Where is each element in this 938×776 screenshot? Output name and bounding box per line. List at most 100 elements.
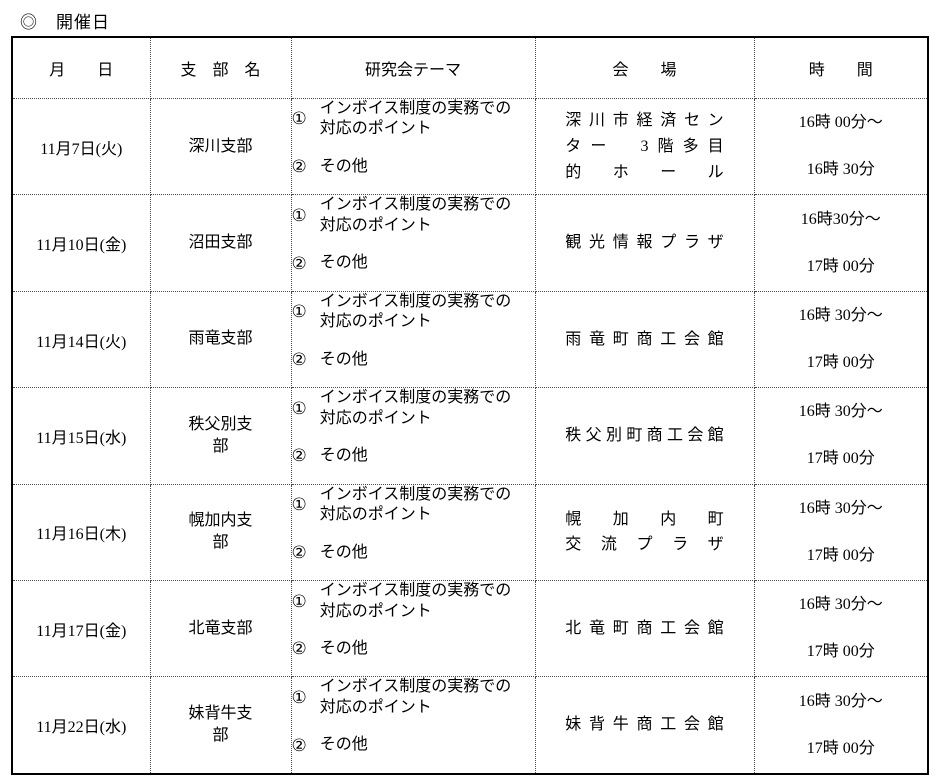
time-cell: 16時30分～ 17時 00分 [753, 194, 929, 292]
venue-name: 幌加内町 交流プラザ [565, 507, 723, 558]
circled-1-marker: ① [291, 591, 307, 611]
venue-line: 的ホール [565, 163, 724, 181]
theme-cell: ① インボイス制度の実務での対応のポイント ② その他 [290, 290, 536, 389]
time-start: 16時 30分～ [798, 403, 883, 421]
circled-1-marker: ① [291, 109, 307, 129]
time-start: 16時 30分～ [798, 596, 883, 614]
time-start: 16時30分～ [800, 210, 881, 228]
branch-name: 秩父別支部 [188, 415, 253, 455]
theme-cell: ① インボイス制度の実務での対応のポイント ② その他 [290, 580, 536, 678]
time-start: 16時 30分～ [798, 307, 883, 325]
circled-1-marker: ① [291, 495, 307, 515]
theme-item-2: ② その他 [292, 350, 534, 370]
theme-item-1: ① インボイス制度の実務での対応のポイント [291, 485, 534, 525]
theme-cell: ① インボイス制度の実務での対応のポイント ② その他 [290, 97, 536, 196]
time-end: 16時 30分 [806, 161, 875, 179]
event-schedule-table: 月 日 支 部 名 研究会テーマ 会 場 時 間 11月7日(火) 深川支部 ①… [11, 36, 929, 775]
theme-item-1: ① インボイス制度の実務での対応のポイント [292, 292, 534, 332]
theme-cell: ① インボイス制度の実務での対応のポイント ② その他 [290, 483, 536, 582]
time-cell: 16時 30分～ 17時 00分 [753, 676, 929, 775]
col-header-date: 月 日 [11, 36, 151, 99]
table-row: 11月14日(火) 雨竜支部 ① インボイス制度の実務での対応のポイント ② そ… [11, 290, 929, 389]
venue-line: 妹背牛商工会館 [565, 716, 724, 734]
time-end: 17時 00分 [806, 257, 875, 275]
theme-text: その他 [319, 543, 368, 561]
circled-2-marker: ② [291, 542, 307, 562]
theme-item-1: ① インボイス制度の実務での対応のポイント [291, 100, 534, 140]
circled-1-marker: ① [291, 687, 307, 707]
branch-name: 沼田支部 [188, 233, 253, 251]
circled-2-marker: ② [291, 253, 307, 273]
page-title: ◎ 開催日 [20, 13, 110, 32]
theme-text: インボイス制度の実務での対応のポイント [319, 582, 512, 620]
time-start: 16時 00分～ [798, 114, 883, 132]
table-row: 11月7日(火) 深川支部 ① インボイス制度の実務での対応のポイント ② その… [11, 97, 929, 196]
theme-text: その他 [319, 447, 368, 465]
time-end: 17時 00分 [806, 450, 875, 468]
circled-1-marker: ① [291, 205, 307, 225]
venue-name: 雨竜町商工会館 [565, 327, 723, 353]
circled-1-marker: ① [291, 398, 307, 418]
venue-cell: 秩父別町商工会館 [534, 387, 755, 485]
table-row: 11月10日(金) 沼田支部 ① インボイス制度の実務での対応のポイント ② そ… [11, 194, 929, 292]
date-cell: 11月15日(水) [11, 387, 151, 485]
time-end: 17時 00分 [806, 643, 875, 661]
venue-name: 北竜町商工会館 [565, 616, 723, 642]
circled-2-marker: ② [291, 639, 307, 659]
venue-line: 深川市経済セン [565, 112, 724, 130]
circled-2-marker: ② [291, 157, 307, 177]
theme-item-1: ① インボイス制度の実務での対応のポイント [291, 389, 534, 429]
branch-name: 深川支部 [188, 137, 253, 155]
date-cell: 11月17日(金) [11, 580, 151, 678]
branch-cell: 秩父別支部 [149, 387, 292, 485]
theme-text: インボイス制度の実務での対応のポイント [319, 678, 512, 716]
branch-cell: 雨竜支部 [149, 290, 292, 389]
venue-cell: 深川市経済セン ター 3階多目 的ホール [534, 97, 755, 196]
table-row: 11月17日(金) 北竜支部 ① インボイス制度の実務での対応のポイント ② そ… [11, 580, 929, 678]
branch-cell: 沼田支部 [149, 194, 292, 292]
date-cell: 11月14日(火) [11, 290, 151, 389]
branch-name: 幌加内支部 [188, 511, 253, 552]
theme-text: インボイス制度の実務での対応のポイント [319, 100, 512, 138]
theme-item-2: ② その他 [291, 253, 534, 273]
time-cell: 16時 00分～ 16時 30分 [753, 97, 929, 196]
theme-item-1: ① インボイス制度の実務での対応のポイント [291, 196, 534, 236]
venue-line: 北竜町商工会館 [565, 619, 724, 637]
table-row: 11月15日(水) 秩父別支部 ① インボイス制度の実務での対応のポイント ② … [11, 387, 929, 485]
time-cell: 16時 30分～ 17時 00分 [753, 483, 929, 582]
time-cell: 16時 30分～ 17時 00分 [753, 387, 929, 485]
venue-cell: 幌加内町 交流プラザ [534, 483, 755, 582]
date-cell: 11月7日(火) [11, 97, 151, 196]
table-header-row: 月 日 支 部 名 研究会テーマ 会 場 時 間 [11, 36, 929, 99]
time-cell: 16時 30分～ 17時 00分 [753, 580, 929, 678]
theme-text: その他 [319, 157, 368, 175]
theme-text: その他 [319, 639, 368, 657]
theme-cell: ① インボイス制度の実務での対応のポイント ② その他 [290, 676, 536, 775]
branch-name: 妹背牛支部 [188, 704, 253, 745]
theme-text: インボイス制度の実務での対応のポイント [319, 389, 512, 427]
branch-cell: 深川支部 [149, 97, 292, 196]
date-cell: 11月16日(木) [11, 483, 151, 582]
venue-line: 幌加内町 [565, 510, 724, 528]
theme-text: その他 [319, 736, 368, 754]
theme-text: インボイス制度の実務での対応のポイント [319, 292, 512, 331]
time-start: 16時 30分～ [798, 692, 883, 710]
col-header-theme: 研究会テーマ [290, 36, 536, 99]
theme-text: その他 [319, 254, 368, 272]
time-end: 17時 00分 [806, 739, 875, 757]
branch-cell: 北竜支部 [149, 580, 292, 678]
venue-line: 交流プラザ [565, 536, 724, 554]
theme-item-2: ② その他 [291, 157, 534, 177]
venue-name: 秩父別町商工会館 [565, 423, 723, 449]
time-cell: 16時 30分～ 17時 00分 [753, 290, 929, 389]
venue-cell: 妹背牛商工会館 [534, 676, 755, 775]
time-end: 17時 00分 [806, 354, 875, 372]
venue-cell: 北竜町商工会館 [534, 580, 755, 678]
venue-name: 深川市経済セン ター 3階多目 的ホール [565, 108, 723, 185]
venue-name: 観光情報プラザ [565, 230, 723, 256]
theme-text: インボイス制度の実務での対応のポイント [319, 196, 512, 234]
date-cell: 11月22日(水) [11, 676, 151, 775]
venue-line: 雨竜町商工会館 [565, 330, 724, 348]
col-header-venue: 会 場 [534, 36, 755, 99]
theme-item-2: ② その他 [292, 735, 534, 755]
